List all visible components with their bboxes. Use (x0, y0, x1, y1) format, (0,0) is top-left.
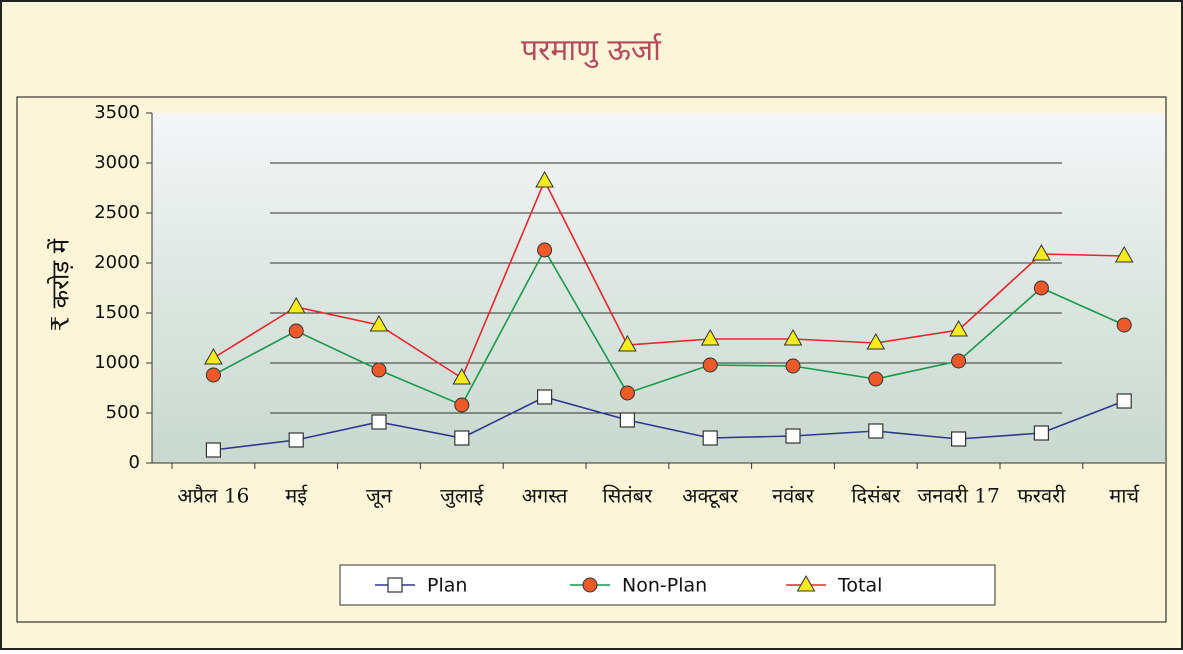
marker (619, 385, 635, 401)
plot-background (152, 113, 1165, 463)
marker (868, 371, 884, 387)
y-tick-label: 0 (129, 452, 140, 473)
x-tick-label: जून (366, 484, 393, 509)
y-tick-label: 1000 (94, 352, 140, 373)
marker (1114, 245, 1134, 263)
series-line (213, 248, 1125, 407)
x-tick-label: सितंबर (603, 484, 654, 508)
marker (866, 332, 886, 350)
x-tick-label: जुलाई (440, 484, 485, 509)
marker (369, 314, 389, 332)
x-tick-label: जनवरी 17 (917, 484, 999, 508)
y-axis-label: ₹ करोड़ में (47, 238, 75, 331)
chart-title: परमाणु ऊर्जा (521, 33, 662, 69)
marker (868, 423, 884, 439)
marker (785, 358, 801, 374)
marker (371, 362, 387, 378)
marker (536, 389, 553, 405)
marker (205, 367, 221, 383)
marker (286, 296, 306, 314)
marker (535, 170, 554, 188)
marker (783, 328, 803, 346)
marker (205, 442, 221, 458)
y-tick-label: 3500 (94, 102, 140, 123)
marker (454, 430, 470, 446)
marker (1116, 317, 1132, 333)
x-tick-label: अगस्त (522, 484, 568, 508)
marker (454, 397, 470, 413)
x-tick-label: अक्टूबर (682, 484, 739, 509)
legend-label: Total (837, 575, 882, 597)
marker (951, 353, 967, 369)
x-tick-label: फरवरी (1017, 484, 1066, 508)
marker (950, 431, 967, 447)
series-line (213, 396, 1125, 451)
marker (537, 242, 553, 258)
marker (949, 319, 968, 337)
marker (387, 577, 403, 593)
marker (700, 328, 720, 346)
x-tick-label: नवंबर (772, 484, 815, 508)
marker (1033, 425, 1050, 441)
marker (1033, 280, 1049, 296)
marker (785, 428, 801, 444)
legend-label: Plan (427, 575, 467, 597)
marker (1032, 243, 1051, 261)
marker (702, 430, 718, 446)
legend-label: Non-Plan (622, 575, 707, 597)
y-tick-label: 3000 (94, 152, 140, 173)
marker (204, 347, 223, 365)
x-tick-label: मार्च (1109, 484, 1140, 508)
plot-frame (16, 96, 1167, 623)
marker (796, 574, 816, 592)
marker (619, 412, 636, 428)
marker (452, 367, 472, 385)
marker (288, 432, 304, 448)
marker (1116, 393, 1132, 409)
y-tick-label: 1500 (94, 302, 140, 323)
marker (371, 414, 387, 430)
y-tick-label: 2500 (94, 202, 140, 223)
x-tick-label: दिसंबर (851, 484, 901, 508)
y-tick-label: 2000 (94, 252, 140, 273)
marker (702, 357, 718, 373)
series-line (212, 179, 1125, 380)
x-tick-label: अप्रैल 16 (177, 484, 249, 508)
marker (582, 577, 598, 593)
x-tick-label: मई (285, 484, 308, 508)
marker (618, 334, 637, 352)
marker (288, 323, 304, 339)
legend (339, 564, 996, 606)
y-tick-label: 500 (106, 402, 140, 423)
